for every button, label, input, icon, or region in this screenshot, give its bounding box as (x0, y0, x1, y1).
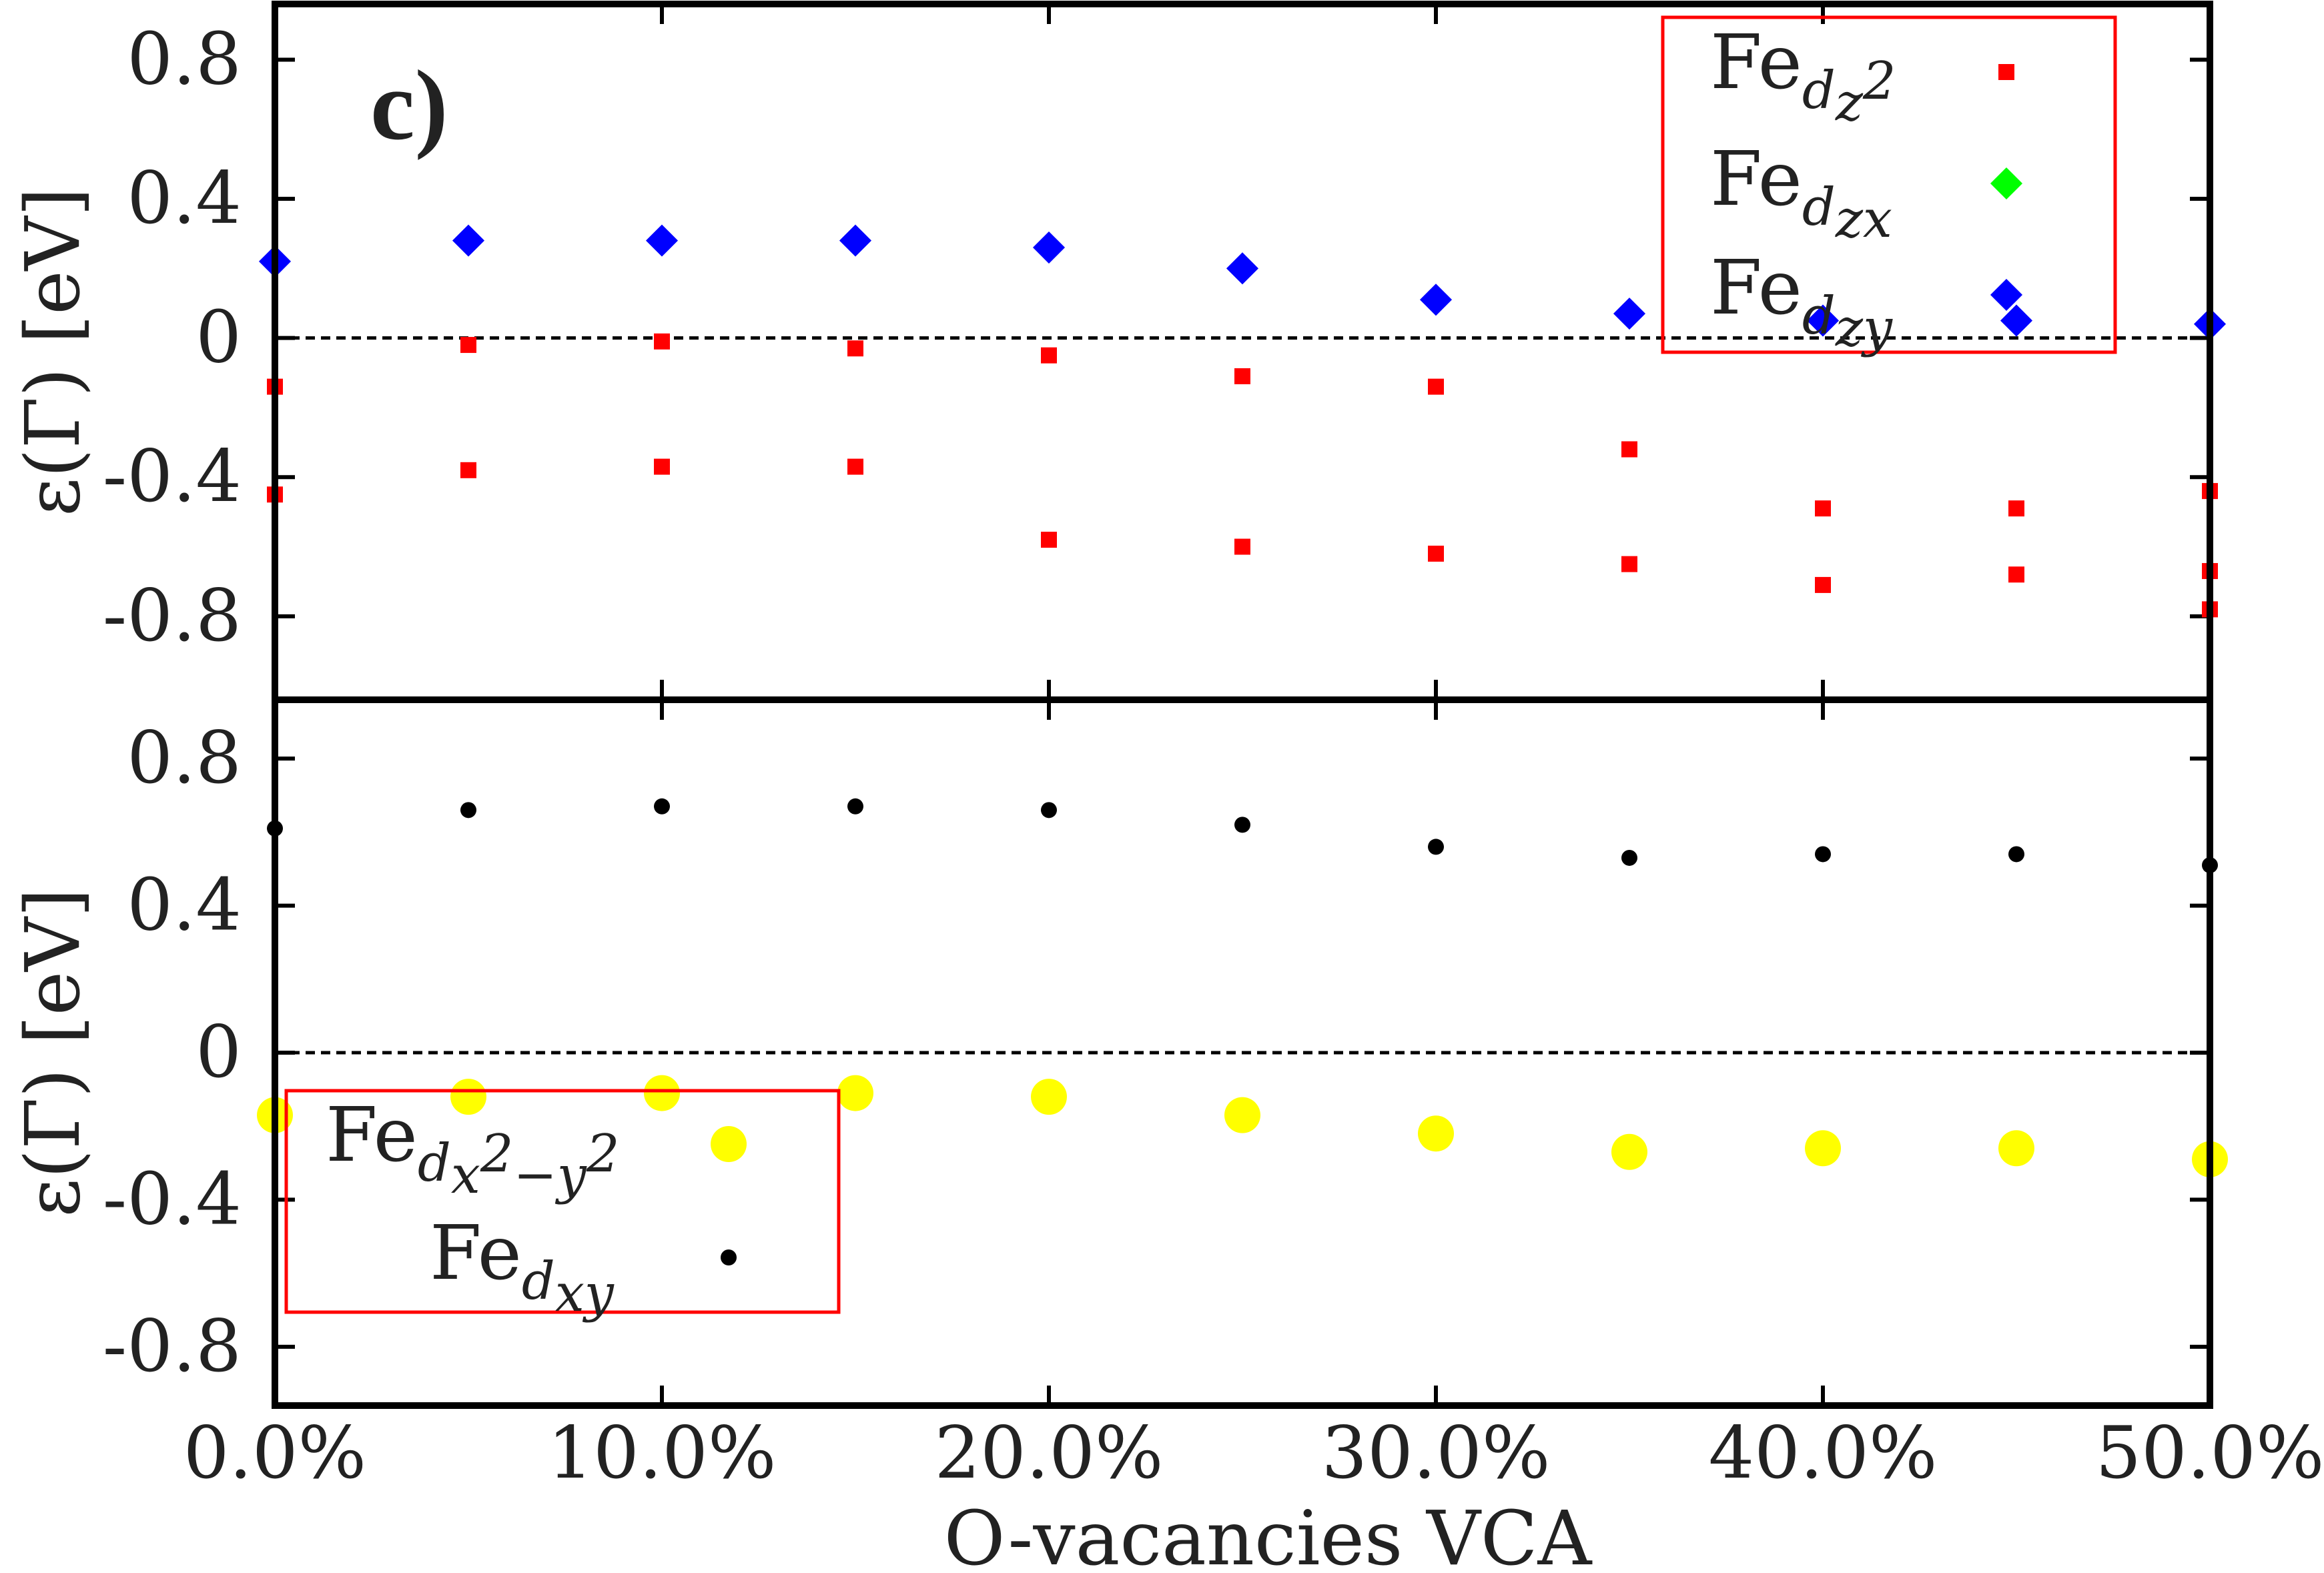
x-axis-title: O-vacancies VCA (944, 1496, 1593, 1573)
data-point (2008, 566, 2024, 583)
data-point (1418, 1115, 1454, 1152)
y-axis-title: ε(Γ) [eV] (10, 187, 97, 516)
plot-frame (272, 696, 2213, 1409)
legend-box (1661, 15, 2117, 354)
y-tick-label: 0 (196, 1011, 242, 1094)
data-point (1041, 347, 1057, 364)
data-point (1621, 849, 1637, 866)
data-point (1815, 500, 1831, 517)
data-point (1031, 1079, 1067, 1115)
y-tick-label: 0 (196, 296, 242, 380)
data-point (1806, 304, 1840, 337)
data-point (847, 340, 863, 357)
legend-entry-label: Fedx2−y2 (326, 1092, 620, 1205)
data-point (460, 337, 476, 354)
data-point (1234, 817, 1250, 833)
data-point (1428, 545, 1444, 562)
legend-marker (721, 1249, 737, 1265)
data-point (1224, 1097, 1260, 1133)
legend-entry-label: Fedzy (1710, 245, 1893, 358)
legend-marker (1990, 167, 2023, 200)
data-point (654, 798, 670, 815)
x-tick-label: 10.0% (547, 1412, 776, 1495)
x-tick-label: 30.0% (1321, 1412, 1550, 1495)
data-point (1815, 846, 1831, 863)
data-point (1428, 839, 1444, 855)
y-tick-label: 0.8 (127, 17, 242, 101)
data-point (460, 802, 476, 819)
x-tick-label: 20.0% (934, 1412, 1163, 1495)
data-point (1815, 576, 1831, 593)
data-point (839, 224, 872, 257)
data-point (1998, 1130, 2034, 1167)
data-point (644, 1075, 680, 1111)
panel-label: c) (370, 50, 448, 161)
data-point (654, 458, 670, 475)
data-point (2000, 304, 2033, 337)
data-point (1621, 441, 1637, 458)
data-point (1805, 1130, 1841, 1167)
bottom-panel: 0.8 0.4 0 -0.4 -0.8 0.0% 10.0% 20.0% 30.0% 40.0% 5… (10, 696, 2324, 1495)
data-point (1613, 298, 1646, 330)
y-tick-label: -0.4 (103, 1157, 242, 1241)
data-point (1621, 556, 1637, 572)
data-point (1041, 532, 1057, 548)
x-tick-label: 40.0% (1708, 1412, 1937, 1495)
data-point (450, 1079, 486, 1115)
y-tick-label: -0.4 (103, 435, 242, 518)
x-tick-label: 50.0% (2095, 1412, 2324, 1495)
data-point (2008, 500, 2024, 517)
legend-box (284, 1089, 841, 1314)
data-point (1234, 368, 1250, 385)
data-point (654, 333, 670, 350)
data-point (1611, 1133, 1647, 1170)
data-point (452, 224, 485, 257)
y-tick-label: 0.8 (127, 716, 242, 800)
y-tick-label: -0.8 (103, 1305, 242, 1388)
y-axis-title: ε(Γ) [eV] (10, 888, 97, 1217)
data-point (2008, 846, 2024, 863)
data-point (847, 798, 863, 815)
legend-entry-label: Fedzx (1710, 136, 1892, 249)
data-point (1041, 802, 1057, 819)
x-tick-label: 0.0% (183, 1412, 366, 1495)
data-point (1428, 378, 1444, 395)
data-point (460, 462, 476, 478)
legend-marker (1990, 278, 2023, 312)
data-point (1226, 252, 1259, 285)
y-tick-label: 0.4 (127, 864, 242, 947)
data-point (645, 224, 679, 257)
y-tick-label: -0.8 (103, 574, 242, 658)
y-tick-label: 0.4 (127, 157, 242, 240)
legend-entry-label: Fedxy (430, 1210, 615, 1324)
legend-marker (1998, 64, 2014, 80)
data-point (1032, 231, 1066, 264)
data-point (1419, 284, 1453, 316)
data-point (837, 1075, 873, 1111)
legend-entry-label: Fedz2 (1710, 19, 1896, 133)
data-point (847, 458, 863, 475)
legend-marker (711, 1126, 747, 1162)
data-point (1234, 538, 1250, 555)
